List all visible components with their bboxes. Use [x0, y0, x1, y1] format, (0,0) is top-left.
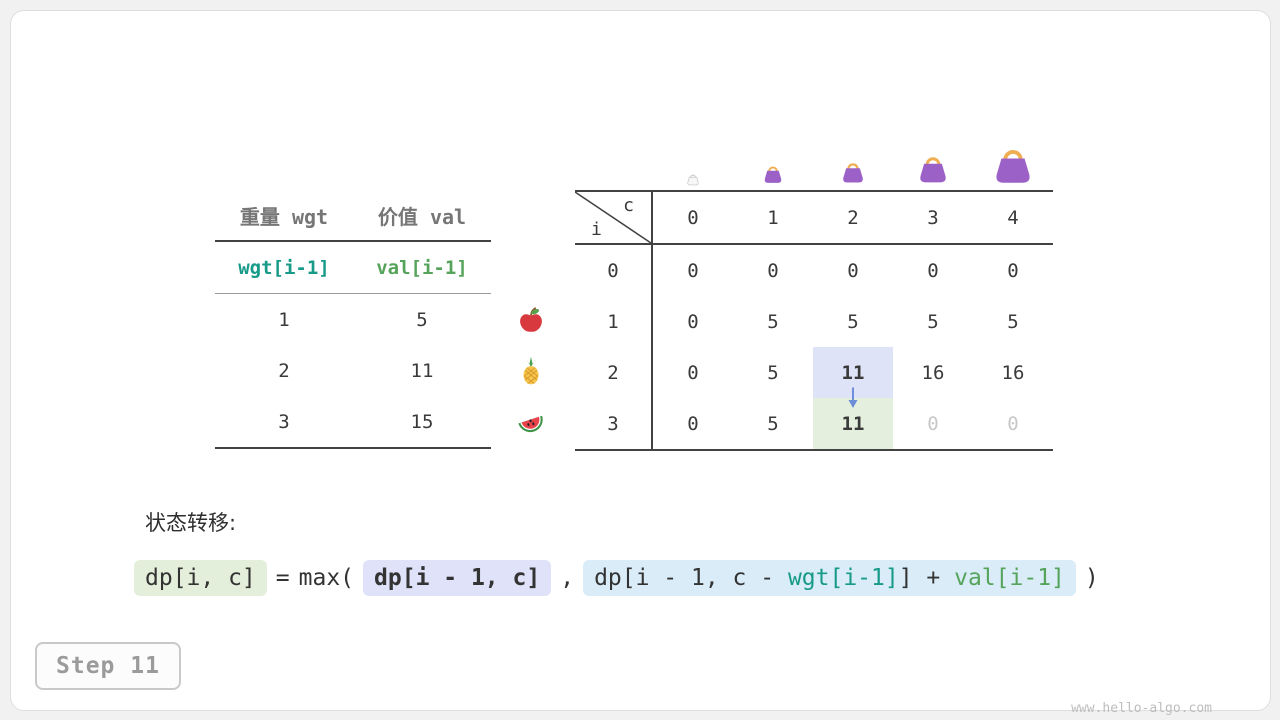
dp-table: c i 0 1 2 3 4 0 0 0 0 0 0 1 0 5 5 5 5 2 …: [575, 190, 1053, 451]
dp-cell: 0: [687, 259, 699, 282]
bag-icon-capacity-2: [840, 159, 866, 184]
dp-corner-cell: c i: [575, 192, 653, 245]
val-formula-cell: val[i-1]: [376, 256, 468, 279]
dp-col-header: 3: [893, 192, 973, 245]
item-val: 11: [410, 359, 434, 382]
formula-arg2-wgt: wgt[i-1]: [787, 565, 899, 591]
dp-row-header: 2: [575, 347, 653, 398]
dp-cell: 0: [1007, 259, 1019, 282]
bag-icon-capacity-0: [686, 171, 700, 186]
dp-row-header: 1: [575, 296, 653, 347]
dp-col-header: 0: [653, 192, 733, 245]
dp-cell: 0: [687, 310, 699, 333]
wgt-formula-cell: wgt[i-1]: [238, 256, 330, 279]
dp-cell: 0: [687, 412, 699, 435]
dp-cell: 0: [847, 259, 859, 282]
item-row: 3 15: [215, 396, 491, 447]
dp-cell-pending: 0: [1007, 412, 1019, 435]
val-column-header: 价值 val: [377, 204, 467, 229]
dp-cell: 16: [921, 361, 945, 384]
pineapple-icon: [516, 356, 546, 386]
watermelon-icon: [516, 407, 546, 437]
dp-cell: 5: [847, 310, 859, 333]
dp-cell: 5: [767, 361, 779, 384]
dp-cell: 16: [1001, 361, 1025, 384]
item-wgt: 1: [278, 308, 290, 331]
transition-arrow-icon: [848, 387, 858, 408]
dp-col-header: 1: [733, 192, 813, 245]
dp-cell: 5: [927, 310, 939, 333]
dp-cell: 0: [767, 259, 779, 282]
weight-value-table: 重量 wgt 价值 val wgt[i-1] val[i-1] 1 5 2 11…: [215, 190, 491, 449]
formula-comma: ,: [560, 565, 575, 591]
corner-diagonal-line: [575, 192, 651, 243]
formula-arg2: dp[i - 1, c - wgt[i-1]] + val[i-1]: [583, 560, 1076, 596]
formula-lhs: dp[i, c]: [134, 560, 267, 596]
formula-arg2-mid: ] +: [898, 565, 955, 591]
watermark: www.hello-algo.com: [1071, 701, 1212, 716]
dp-cell-pending: 0: [927, 412, 939, 435]
transition-label: 状态转移:: [145, 511, 237, 535]
dp-cell: 0: [687, 361, 699, 384]
transition-formula: dp[i, c] = max( dp[i - 1, c] , dp[i - 1,…: [134, 560, 1099, 596]
formula-equals: =: [275, 565, 290, 591]
formula-row: wgt[i-1] val[i-1]: [215, 242, 491, 294]
wgt-column-header: 重量 wgt: [239, 204, 329, 229]
item-row: 1 5: [215, 294, 491, 345]
dp-col-header: 4: [973, 192, 1053, 245]
item-row: 2 11: [215, 345, 491, 396]
bag-icon-capacity-1: [762, 163, 784, 184]
bag-icon-capacity-4: [991, 143, 1035, 185]
formula-arg1: dp[i - 1, c]: [363, 560, 552, 596]
item-wgt: 2: [278, 359, 290, 382]
dp-col-header: 2: [813, 192, 893, 245]
table-header-row: 重量 wgt 价值 val: [215, 190, 491, 242]
bag-icon-capacity-3: [916, 152, 950, 184]
dp-cell: 5: [767, 412, 779, 435]
dp-cell: 5: [767, 310, 779, 333]
dp-cell: 0: [927, 259, 939, 282]
dp-row-header: 0: [575, 245, 653, 296]
dp-row-header: 3: [575, 398, 653, 449]
formula-max-open: max(: [298, 565, 355, 591]
formula-arg2-prefix: dp[i - 1, c -: [594, 565, 788, 591]
capacity-axis-label: c: [623, 195, 634, 216]
item-wgt: 3: [278, 410, 290, 433]
item-val: 5: [416, 308, 428, 331]
dp-cell: 5: [1007, 310, 1019, 333]
item-val: 15: [410, 410, 434, 433]
formula-close-paren: ): [1084, 565, 1099, 591]
apple-icon: [516, 305, 546, 335]
step-badge: Step 11: [35, 642, 181, 690]
item-axis-label: i: [591, 219, 602, 240]
formula-arg2-val: val[i-1]: [954, 565, 1065, 591]
